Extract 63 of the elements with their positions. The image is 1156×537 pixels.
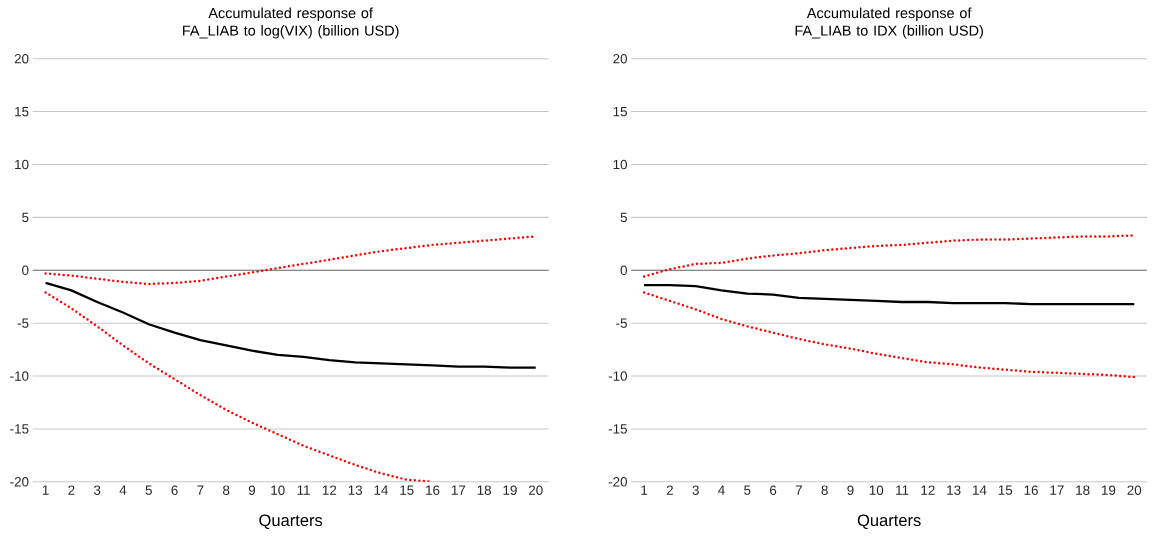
x-axis-title: Quarters <box>857 514 921 530</box>
y-tick-label: -5 <box>616 318 627 329</box>
x-tick-label: 3 <box>692 485 699 496</box>
x-tick-label: 11 <box>297 485 310 495</box>
y-tick-label: 15 <box>613 107 627 117</box>
x-tick-label: 19 <box>503 485 517 496</box>
x-tick-label: 1 <box>641 485 648 495</box>
x-tick-label: 15 <box>400 485 414 495</box>
x-tick-label: 16 <box>1024 485 1038 496</box>
x-tick-label: 4 <box>119 485 127 495</box>
x-tick-label: 1 <box>42 485 49 495</box>
x-tick-label: 4 <box>718 485 725 495</box>
x-tick-label: 17 <box>451 485 466 495</box>
y-tick-label: -10 <box>10 371 29 381</box>
x-tick-label: 19 <box>1101 485 1116 496</box>
x-tick-label: 5 <box>145 485 152 495</box>
y-tick-label: 15 <box>15 107 29 117</box>
y-tick-label: -20 <box>608 477 628 487</box>
x-tick-label: 14 <box>374 485 389 495</box>
x-tick-label: 10 <box>869 485 884 496</box>
x-tick-label: 20 <box>528 485 543 496</box>
y-tick-label: -15 <box>10 424 29 434</box>
x-tick-label: 12 <box>921 485 935 495</box>
y-tick-label: 20 <box>613 54 628 64</box>
x-tick-label: 5 <box>744 485 751 495</box>
x-tick-label: 9 <box>847 485 854 496</box>
x-tick-label: 2 <box>666 485 673 495</box>
y-tick-label: 0 <box>22 265 29 276</box>
x-tick-label: 7 <box>795 485 802 495</box>
y-tick-label: -5 <box>17 318 29 329</box>
x-tick-label: 12 <box>322 485 337 495</box>
x-tick-label: 2 <box>68 485 75 495</box>
x-tick-label: 13 <box>947 485 961 496</box>
x-tick-label: 13 <box>348 485 363 496</box>
y-tick-label: 5 <box>620 212 627 223</box>
x-tick-label: 8 <box>821 485 828 496</box>
y-tick-label: 5 <box>22 212 29 223</box>
x-tick-label: 15 <box>998 485 1013 495</box>
x-tick-label: 3 <box>93 485 101 496</box>
x-tick-label: 7 <box>197 485 204 495</box>
x-tick-label: 18 <box>1076 485 1090 496</box>
x-tick-label: 18 <box>477 485 492 496</box>
y-tick-label: -20 <box>10 477 29 487</box>
x-tick-label: 16 <box>426 485 440 496</box>
x-tick-label: 6 <box>770 485 777 496</box>
x-tick-label: 11 <box>896 485 909 495</box>
x-tick-label: 10 <box>271 485 285 496</box>
y-tick-label: 0 <box>620 265 628 276</box>
chart-title: Accumulated response of FA_LIAB to IDX (billion USD) <box>795 7 983 39</box>
x-tick-label: 6 <box>171 485 178 496</box>
line-series <box>642 234 1136 279</box>
y-tick-label: 10 <box>613 159 628 170</box>
y-tick-label: -15 <box>608 424 627 434</box>
x-tick-label: 20 <box>1127 485 1142 496</box>
x-tick-label: 8 <box>223 485 230 496</box>
x-tick-label: 14 <box>973 485 987 495</box>
x-axis-title: Quarters <box>259 514 323 530</box>
y-tick-label: -10 <box>608 371 628 381</box>
y-tick-label: 20 <box>14 54 29 64</box>
chart-title: Accumulated response of FA_LIAB to log(VIX) (billion USD) <box>183 7 399 39</box>
x-tick-label: 9 <box>248 485 256 496</box>
x-tick-label: 17 <box>1050 485 1064 495</box>
y-tick-label: 10 <box>15 159 29 170</box>
